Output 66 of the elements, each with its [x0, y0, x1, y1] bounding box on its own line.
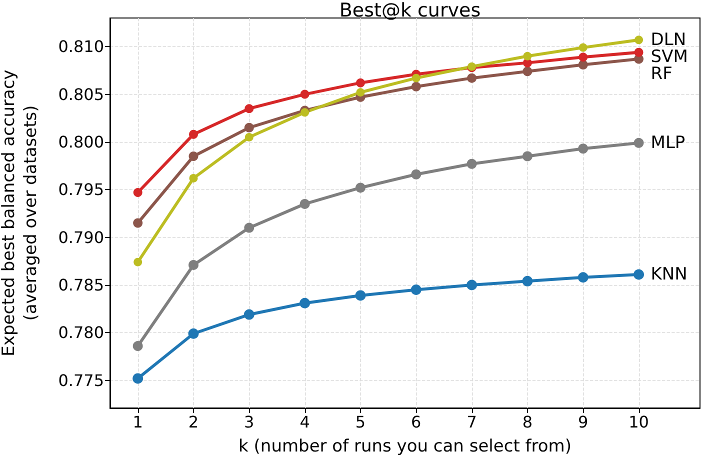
point	[522, 276, 533, 286]
x-tick-label: 7	[466, 412, 477, 432]
y-tick-label: 0.775	[58, 370, 104, 390]
point	[578, 52, 588, 62]
point	[411, 82, 421, 92]
point	[466, 158, 477, 169]
y-tick-label: 0.805	[58, 84, 104, 104]
point	[355, 182, 366, 193]
point	[467, 73, 477, 83]
x-tick-label: 8	[522, 412, 533, 432]
point	[300, 90, 310, 99]
point	[522, 66, 532, 76]
point	[523, 52, 532, 60]
point	[189, 174, 198, 182]
point	[578, 272, 588, 283]
point	[189, 130, 198, 139]
point	[188, 152, 198, 162]
point	[244, 132, 254, 142]
point	[188, 260, 198, 270]
point	[412, 74, 420, 82]
y-tick-label: 0.795	[58, 180, 104, 200]
point	[355, 290, 366, 301]
point	[133, 188, 142, 197]
x-tick-label: 6	[411, 412, 422, 432]
point	[578, 43, 588, 52]
chart-title: Best@k curves	[339, 0, 481, 22]
point	[244, 309, 254, 320]
point	[244, 222, 254, 233]
point	[356, 88, 365, 97]
point	[132, 341, 143, 352]
y-tick-label: 0.810	[58, 37, 104, 56]
y-tick-label: 0.790	[58, 228, 104, 247]
series-label: MLP	[650, 132, 686, 153]
point	[522, 151, 532, 162]
point	[133, 218, 143, 228]
x-tick-label: 5	[355, 412, 366, 432]
y-axis-title: Expected best balanced accuracy (averaged over datasets)	[0, 70, 41, 356]
x-axis-title: k (number of runs you can select from)	[238, 436, 572, 456]
x-tick-label: 10	[628, 412, 649, 432]
point	[410, 284, 422, 296]
point	[634, 269, 644, 280]
point	[634, 36, 644, 44]
point	[300, 108, 310, 117]
point	[244, 122, 254, 132]
x-tick-label: 3	[244, 412, 254, 432]
y-tick-label: 0.800	[58, 132, 104, 152]
point	[578, 144, 588, 154]
point	[244, 104, 254, 114]
point	[356, 78, 365, 88]
y-tick-label: 0.785	[58, 275, 104, 294]
point	[634, 138, 644, 148]
point	[578, 60, 588, 70]
point	[300, 198, 310, 209]
x-tick-label: 4	[300, 412, 310, 432]
point	[132, 373, 144, 384]
x-tick-label: 1	[132, 412, 143, 432]
x-tick-label: 2	[188, 412, 199, 432]
series-label: KNN	[650, 264, 688, 285]
point	[411, 169, 422, 180]
point	[466, 280, 478, 290]
point	[634, 48, 644, 57]
point	[300, 298, 310, 308]
point	[188, 328, 199, 339]
y-tick-label: 0.780	[58, 323, 104, 342]
x-tick-label: 9	[578, 412, 588, 432]
point	[134, 258, 142, 266]
